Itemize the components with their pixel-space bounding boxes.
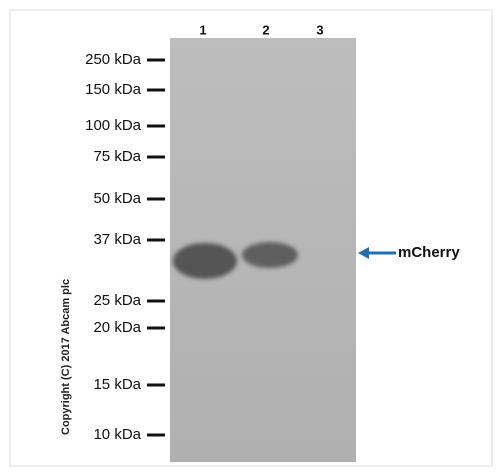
- marker-label: 10 kDa: [93, 426, 141, 443]
- lane-label: 2: [262, 22, 269, 37]
- marker-label: 20 kDa: [93, 319, 141, 336]
- marker-label: 150 kDa: [85, 81, 142, 98]
- band-lane-1: [173, 243, 237, 279]
- marker-label: 25 kDa: [93, 292, 141, 309]
- lane-label: 1: [199, 22, 206, 37]
- marker-label: 37 kDa: [93, 231, 141, 248]
- annotation-label: mCherry: [398, 244, 460, 261]
- figure: mCherry Copyright (C) 2017 Abcam plc 250…: [0, 0, 502, 476]
- marker-label: 50 kDa: [93, 190, 141, 207]
- marker-label: 15 kDa: [93, 376, 141, 393]
- marker-label: 100 kDa: [85, 117, 142, 134]
- band-lane-2: [242, 242, 298, 268]
- marker-label: 250 kDa: [85, 51, 142, 68]
- copyright: Copyright (C) 2017 Abcam plc: [60, 279, 72, 435]
- marker-label: 75 kDa: [93, 148, 141, 165]
- lane-label: 3: [316, 22, 323, 37]
